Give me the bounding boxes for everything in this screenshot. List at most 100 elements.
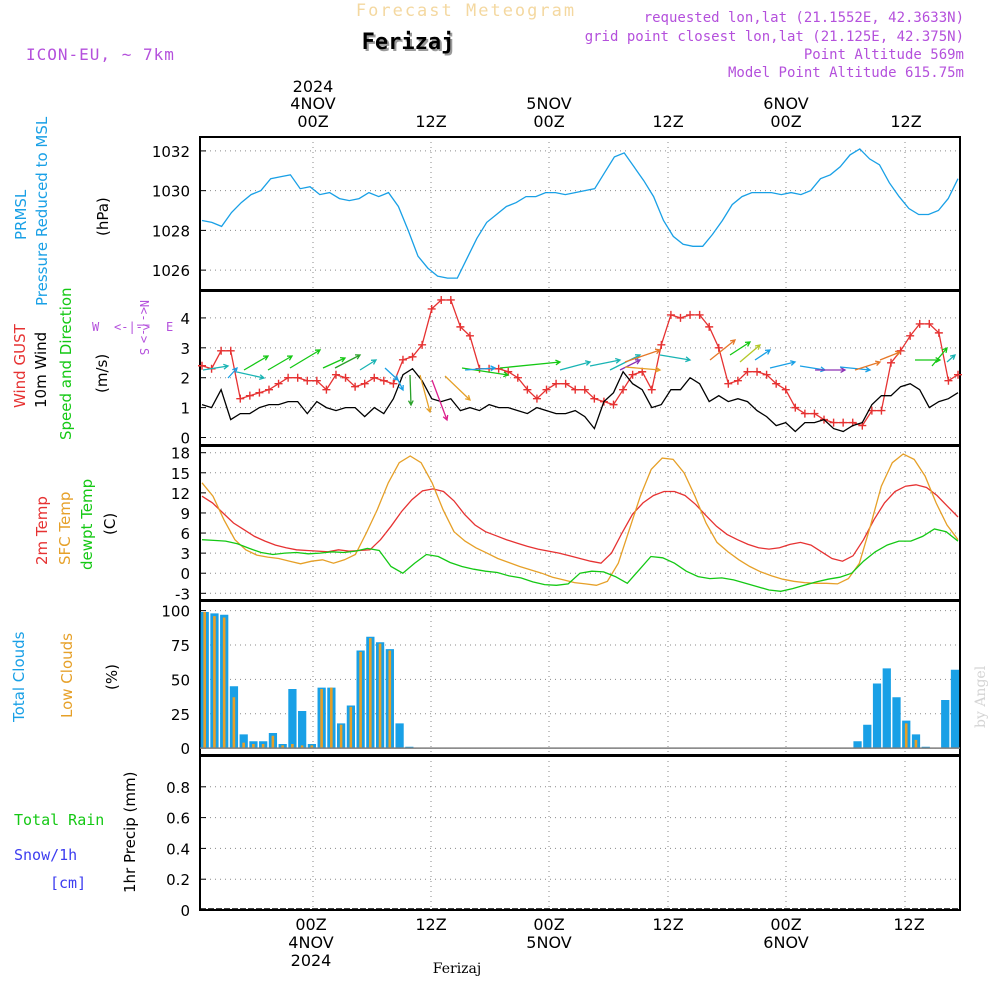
wind-10m-label: 10m Wind bbox=[32, 332, 50, 408]
gust-marker bbox=[743, 367, 752, 376]
gust-marker bbox=[446, 295, 455, 304]
sfc-temp-line bbox=[201, 453, 959, 586]
gust-marker bbox=[322, 385, 331, 394]
footer-location: Ferizaj bbox=[433, 961, 481, 977]
total-cloud-bar bbox=[872, 683, 882, 749]
gust-marker bbox=[839, 418, 848, 427]
gust-marker bbox=[236, 394, 245, 403]
top-hour-label: 00Z bbox=[770, 112, 801, 131]
gust-marker bbox=[724, 379, 733, 388]
gust-marker bbox=[619, 385, 628, 394]
wind-arrow bbox=[267, 355, 294, 371]
gust-marker bbox=[226, 346, 235, 355]
y-tick-label: 1026 bbox=[152, 262, 190, 280]
wind-arrow bbox=[243, 355, 270, 371]
gust-marker bbox=[303, 376, 312, 385]
wind-arrow bbox=[499, 359, 562, 369]
compass-s: S bbox=[137, 348, 151, 355]
low-cloud-bar bbox=[222, 617, 226, 749]
wind-arrow bbox=[769, 360, 797, 369]
gust-marker bbox=[647, 385, 656, 394]
gust-marker bbox=[590, 394, 599, 403]
bottom-hour-label: 12Z bbox=[415, 915, 446, 934]
gust-marker bbox=[542, 385, 551, 394]
total-cloud-bar bbox=[395, 723, 404, 749]
y-tick-label: 0 bbox=[180, 565, 190, 583]
top-hour-label: 12Z bbox=[652, 112, 683, 131]
gust-marker bbox=[609, 400, 618, 409]
bottom-hour-label: 12Z bbox=[893, 915, 924, 934]
wind-arrow bbox=[431, 379, 449, 422]
top-day-label: 4NOV bbox=[290, 94, 335, 113]
gust-marker bbox=[418, 340, 427, 349]
y-tick-label: 15 bbox=[171, 465, 190, 483]
wind-arrow bbox=[854, 360, 882, 371]
2m-temp-line bbox=[201, 484, 959, 564]
gust-marker bbox=[915, 319, 924, 328]
pressure-labels: PRMSL Pressure Reduced to MSL (hPa) bbox=[12, 116, 112, 306]
gust-marker bbox=[829, 418, 838, 427]
wind-arrow bbox=[754, 349, 772, 361]
pressure-unit-label: (hPa) bbox=[94, 197, 112, 236]
wind-arrow bbox=[729, 341, 752, 356]
low-cloud-bar bbox=[203, 612, 206, 749]
bottom-day-label: 6NOV bbox=[763, 933, 808, 952]
gust-marker bbox=[360, 379, 369, 388]
gust-marker bbox=[408, 352, 417, 361]
grid-coords: grid point closest lon,lat (21.125E, 42.… bbox=[585, 29, 964, 45]
bottom-time-axis: 00Z 4NOV 2024 12Z 00Z 5NOV 12Z 00Z 6NOV … bbox=[288, 915, 924, 970]
y-tick-label: 75 bbox=[171, 637, 190, 655]
gust-marker bbox=[389, 379, 398, 388]
total-cloud-bar bbox=[863, 724, 872, 749]
low-cloud-bar bbox=[291, 744, 294, 749]
bottom-hour-label: 12Z bbox=[652, 915, 683, 934]
gust-marker bbox=[877, 406, 886, 415]
low-cloud-bar bbox=[320, 689, 323, 749]
wind-arrow bbox=[589, 357, 622, 367]
gust-marker bbox=[293, 373, 302, 382]
gust-marker bbox=[628, 370, 637, 379]
total-cloud-bar bbox=[882, 668, 891, 749]
y-tick-label: 0.8 bbox=[166, 779, 190, 797]
low-cloud-bar bbox=[310, 745, 314, 749]
total-rain-label: Total Rain bbox=[14, 811, 104, 829]
wind-arrow bbox=[289, 349, 322, 369]
snow-unit-label: [cm] bbox=[50, 874, 86, 892]
total-cloud-bar bbox=[298, 711, 307, 749]
top-year-label: 2024 bbox=[293, 77, 334, 96]
gust-marker bbox=[810, 409, 819, 418]
wind-arrow bbox=[624, 348, 662, 363]
wind-arrow bbox=[839, 366, 872, 373]
wind-arrow bbox=[227, 366, 238, 379]
wind-arrow bbox=[799, 365, 827, 373]
temp-2m-label: 2m Temp bbox=[33, 496, 51, 565]
low-cloud-bar bbox=[388, 650, 392, 749]
gust-marker bbox=[198, 361, 206, 370]
y-tick-label: 3 bbox=[180, 545, 190, 563]
wind-arrow bbox=[359, 359, 378, 371]
wind-arrow bbox=[624, 366, 662, 373]
bottom-hour-label: 00Z bbox=[533, 915, 564, 934]
gust-marker bbox=[954, 370, 962, 379]
y-tick-label: 0.4 bbox=[166, 840, 190, 858]
bottom-hour-label: 00Z bbox=[295, 915, 326, 934]
y-tick-label: 0.2 bbox=[166, 871, 190, 889]
y-tick-label: 0 bbox=[180, 430, 190, 448]
prmsl-label: PRMSL bbox=[12, 189, 30, 240]
gust-marker bbox=[705, 322, 714, 331]
bottom-hour-label: 00Z bbox=[770, 915, 801, 934]
wind-labels: Wind GUST 10m Wind Speed and Direction (… bbox=[11, 287, 173, 440]
low-cloud-bar bbox=[378, 643, 382, 749]
gust-marker bbox=[686, 310, 695, 319]
gust-marker bbox=[284, 373, 293, 382]
wind-arrow bbox=[619, 359, 642, 371]
y-tick-label: 3 bbox=[180, 340, 190, 358]
y-tick-label: 0 bbox=[180, 740, 190, 758]
total-cloud-bar bbox=[950, 669, 960, 749]
y-tick-label: 4 bbox=[180, 310, 190, 328]
total-cloud-bar bbox=[853, 741, 862, 749]
gust-marker bbox=[781, 385, 790, 394]
total-cloud-bar bbox=[892, 697, 901, 749]
low-cloud-bar bbox=[369, 638, 372, 749]
